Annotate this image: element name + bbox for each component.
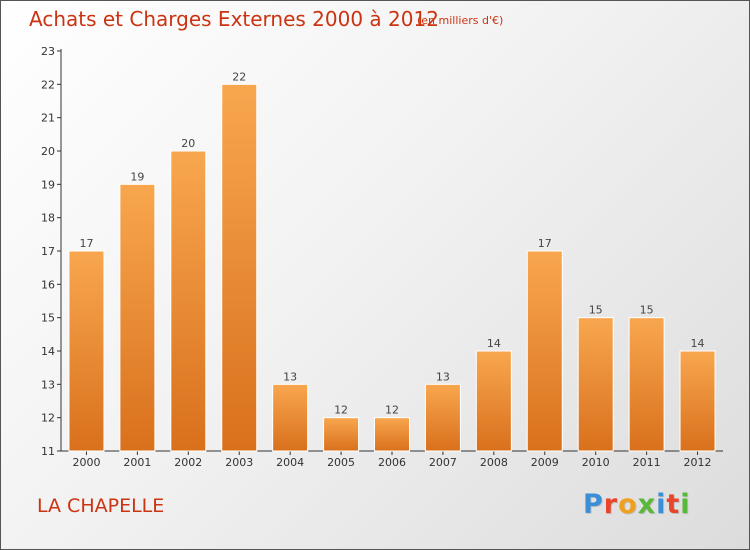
- y-tick-label: 19: [41, 178, 55, 191]
- logo-letter: x: [637, 489, 657, 520]
- bar: [272, 383, 309, 452]
- chart-x-labels: 2000 2001 2002 2003 2004 2005 2006 2007 2008 2009…: [72, 456, 711, 469]
- logo-letter: t: [666, 489, 681, 520]
- bar: [119, 183, 156, 452]
- x-tick-label: 2002: [174, 456, 202, 469]
- bar: [323, 417, 360, 452]
- y-tick-label: 20: [41, 145, 55, 158]
- x-tick-label: 2001: [123, 456, 151, 469]
- y-tick-label: 13: [41, 378, 55, 391]
- bar: [628, 317, 665, 452]
- bar: [475, 350, 512, 452]
- logo-letter: P: [583, 489, 604, 520]
- bar: [424, 383, 461, 452]
- x-tick-label: 2009: [531, 456, 559, 469]
- y-tick-label: 14: [41, 345, 55, 358]
- logo-letter: o: [618, 489, 638, 520]
- logo-letter: i: [680, 489, 691, 520]
- x-tick-label: 2005: [327, 456, 355, 469]
- bar-value-label: 12: [334, 404, 348, 417]
- bar: [68, 250, 105, 452]
- bar-value-label: 12: [385, 404, 399, 417]
- chart-value-labels: 17 19 20 22 13 12 12 13 14 17 15 15 14: [79, 70, 704, 416]
- y-tick-label: 18: [41, 212, 55, 225]
- bar-value-label: 13: [283, 370, 297, 383]
- x-tick-label: 2010: [582, 456, 610, 469]
- x-tick-label: 2012: [684, 456, 712, 469]
- bar: [170, 150, 207, 452]
- y-tick-label: 16: [41, 278, 55, 291]
- bar-value-label: 20: [181, 137, 195, 150]
- y-tick-label: 23: [41, 45, 55, 58]
- chart-title: Achats et Charges Externes 2000 à 2012: [29, 7, 439, 31]
- bar-value-label: 22: [232, 70, 246, 83]
- chart-bars: [68, 83, 716, 452]
- bar-value-label: 15: [640, 304, 654, 317]
- y-tick-label: 17: [41, 245, 55, 258]
- chart-y-labels: 11 12 13 14 15 16 17 18 19 20 21 22 23: [41, 45, 55, 458]
- y-tick-label: 11: [41, 445, 55, 458]
- chart-axes: [57, 49, 723, 455]
- bar: [526, 250, 563, 452]
- x-tick-label: 2004: [276, 456, 304, 469]
- bar: [679, 350, 716, 452]
- proxiti-logo: Proxiti: [583, 489, 691, 520]
- x-tick-label: 2000: [72, 456, 100, 469]
- x-tick-label: 2003: [225, 456, 253, 469]
- y-tick-label: 22: [41, 78, 55, 91]
- bar: [577, 317, 614, 452]
- bar: [221, 83, 258, 452]
- bar-value-label: 17: [79, 237, 93, 250]
- bar-value-label: 19: [130, 170, 144, 183]
- y-tick-label: 21: [41, 112, 55, 125]
- x-tick-label: 2008: [480, 456, 508, 469]
- bar-value-label: 15: [589, 304, 603, 317]
- bar-value-label: 14: [691, 337, 705, 350]
- chart-subtitle: (en milliers d'€): [417, 14, 504, 27]
- bar-value-label: 14: [487, 337, 501, 350]
- x-tick-label: 2011: [633, 456, 661, 469]
- y-tick-label: 15: [41, 312, 55, 325]
- x-tick-label: 2007: [429, 456, 457, 469]
- bar: [374, 417, 410, 452]
- commune-name: LA CHAPELLE: [37, 495, 165, 517]
- x-tick-label: 2006: [378, 456, 406, 469]
- logo-letter: r: [603, 489, 619, 520]
- logo-letter: i: [656, 489, 667, 520]
- y-tick-label: 12: [41, 412, 55, 425]
- bar-value-label: 13: [436, 370, 450, 383]
- bar-value-label: 17: [538, 237, 552, 250]
